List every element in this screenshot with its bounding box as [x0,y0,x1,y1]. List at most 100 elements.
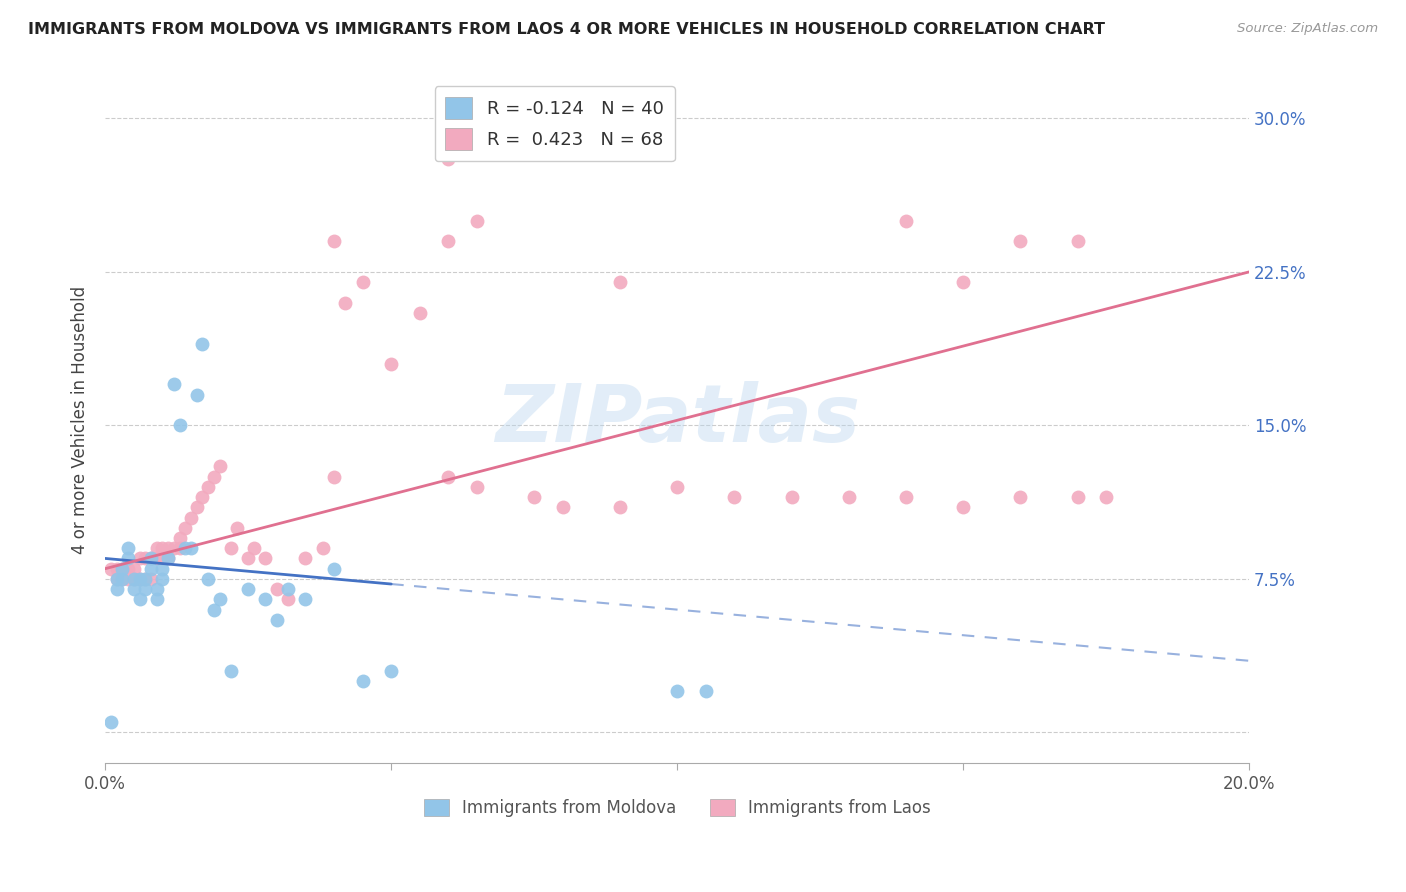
Point [169,418,191,433]
Point [128,572,150,586]
Point [551,500,574,515]
Point [122,572,145,586]
Point [243,541,266,556]
Point [294,551,316,566]
Point [894,213,917,227]
Point [111,562,134,576]
Point [152,551,174,566]
Point [323,234,346,248]
Point [174,521,197,535]
Point [238,582,260,596]
Point [145,541,167,556]
Y-axis label: 4 or more Vehicles in Household: 4 or more Vehicles in Household [72,286,89,554]
Point [323,562,346,576]
Point [323,469,346,483]
Point [609,500,631,515]
Legend: Immigrants from Moldova, Immigrants from Laos: Immigrants from Moldova, Immigrants from… [418,792,938,823]
Point [105,572,128,586]
Point [100,715,122,730]
Point [157,541,180,556]
Point [952,500,974,515]
Point [134,582,156,596]
Point [169,531,191,545]
Point [1066,490,1088,504]
Point [152,572,174,586]
Point [380,357,402,371]
Point [122,562,145,576]
Point [152,562,174,576]
Point [437,469,460,483]
Point [202,602,225,616]
Point [180,541,202,556]
Point [134,572,156,586]
Point [380,664,402,678]
Point [780,490,803,504]
Point [219,541,242,556]
Point [266,613,288,627]
Point [523,490,546,504]
Point [894,490,917,504]
Point [122,572,145,586]
Point [254,551,277,566]
Point [139,562,162,576]
Point [145,582,167,596]
Point [157,551,180,566]
Point [1095,490,1118,504]
Point [163,377,186,392]
Point [100,562,122,576]
Point [139,572,162,586]
Point [1010,234,1032,248]
Point [186,387,208,401]
Point [105,572,128,586]
Point [266,582,288,596]
Point [111,562,134,576]
Point [117,551,139,566]
Point [409,306,432,320]
Point [311,541,333,556]
Text: ZIPatlas: ZIPatlas [495,381,859,459]
Point [197,572,219,586]
Point [180,510,202,524]
Point [163,541,186,556]
Point [128,572,150,586]
Point [238,551,260,566]
Point [952,275,974,289]
Point [105,582,128,596]
Point [191,490,214,504]
Point [174,541,197,556]
Point [208,459,231,474]
Point [695,684,717,698]
Point [105,562,128,576]
Text: IMMIGRANTS FROM MOLDOVA VS IMMIGRANTS FROM LAOS 4 OR MORE VEHICLES IN HOUSEHOLD : IMMIGRANTS FROM MOLDOVA VS IMMIGRANTS FR… [28,22,1105,37]
Point [134,551,156,566]
Point [335,295,357,310]
Point [152,541,174,556]
Point [111,572,134,586]
Point [169,541,191,556]
Point [666,480,689,494]
Point [277,592,299,607]
Point [208,592,231,607]
Point [225,521,247,535]
Point [191,336,214,351]
Point [128,551,150,566]
Point [117,541,139,556]
Point [437,153,460,167]
Point [723,490,745,504]
Point [145,551,167,566]
Point [122,582,145,596]
Point [186,500,208,515]
Point [197,480,219,494]
Point [465,480,488,494]
Point [294,592,316,607]
Point [157,551,180,566]
Point [254,592,277,607]
Point [117,562,139,576]
Point [139,551,162,566]
Point [134,572,156,586]
Point [277,582,299,596]
Point [111,572,134,586]
Point [202,469,225,483]
Text: Source: ZipAtlas.com: Source: ZipAtlas.com [1237,22,1378,36]
Point [465,213,488,227]
